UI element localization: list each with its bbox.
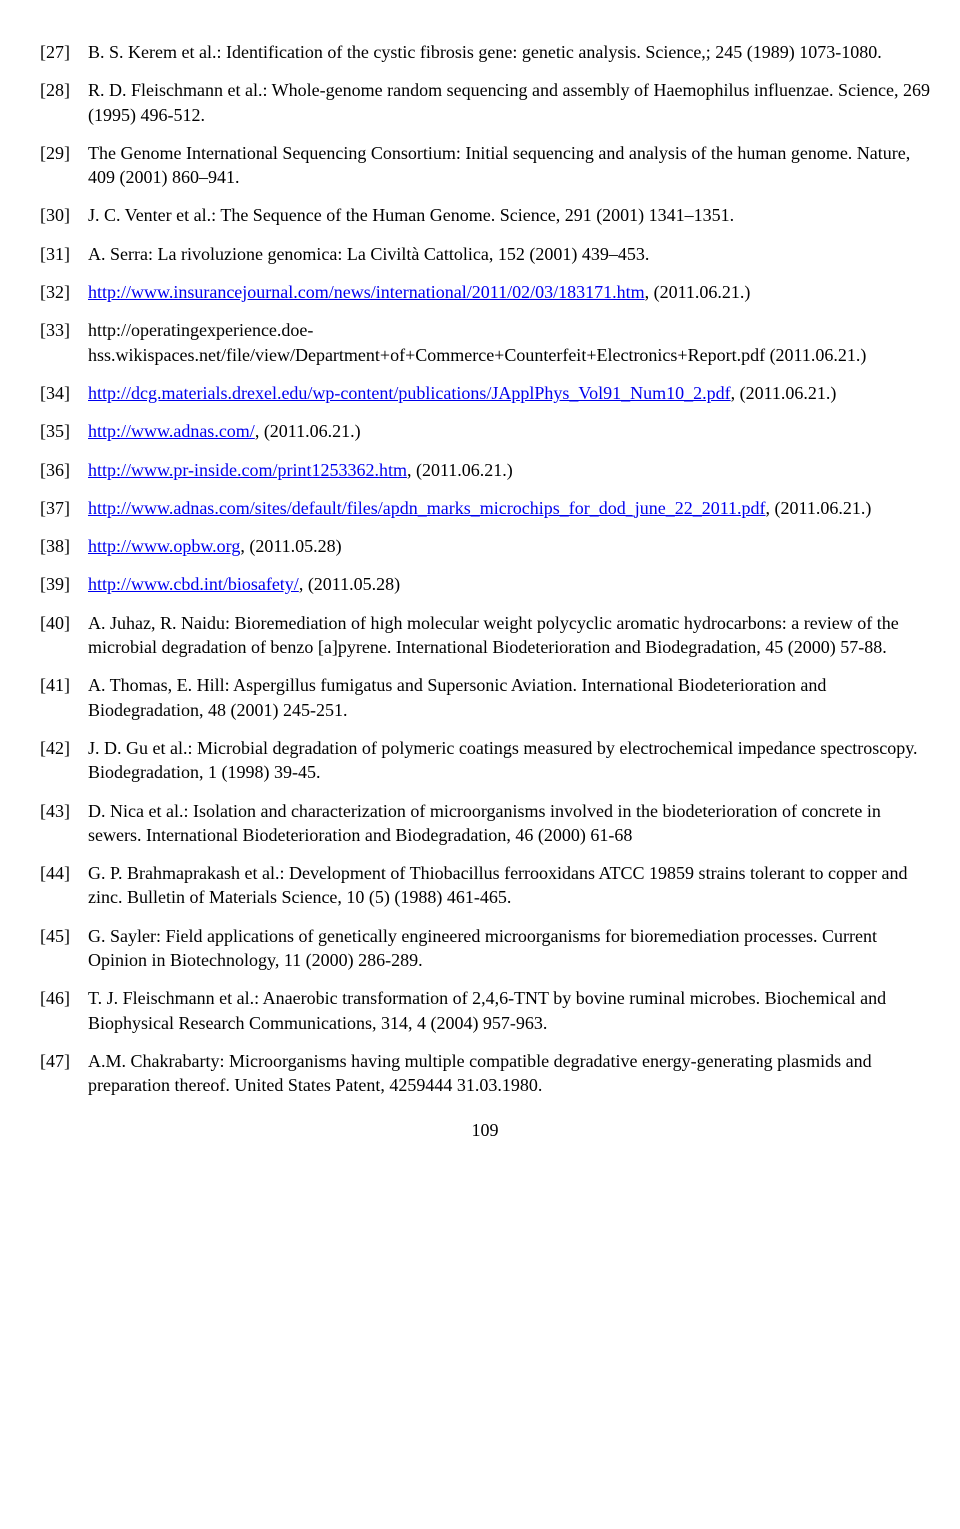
reference-body: R. D. Fleischmann et al.: Whole-genome r… [88,78,930,127]
reference-number: [28] [40,78,88,127]
reference-number: [42] [40,736,88,785]
references-list: [27]B. S. Kerem et al.: Identification o… [40,40,930,1098]
reference-body: http://www.pr-inside.com/print1253362.ht… [88,458,930,482]
reference-number: [30] [40,203,88,227]
reference-link[interactable]: http://dcg.materials.drexel.edu/wp-conte… [88,383,731,403]
reference-text: J. C. Venter et al.: The Sequence of the… [88,205,734,225]
reference-body: http://www.cbd.int/biosafety/, (2011.05.… [88,572,930,596]
reference-text: D. Nica et al.: Isolation and characteri… [88,801,881,845]
reference-text: G. Sayler: Field applications of genetic… [88,926,877,970]
reference-number: [32] [40,280,88,304]
reference-text: G. P. Brahmaprakash et al.: Development … [88,863,908,907]
reference-item: [27]B. S. Kerem et al.: Identification o… [40,40,930,64]
reference-item: [39]http://www.cbd.int/biosafety/, (2011… [40,572,930,596]
reference-number: [35] [40,419,88,443]
reference-body: http://www.insurancejournal.com/news/int… [88,280,930,304]
reference-number: [34] [40,381,88,405]
reference-body: B. S. Kerem et al.: Identification of th… [88,40,930,64]
reference-number: [40] [40,611,88,660]
reference-text: B. S. Kerem et al.: Identification of th… [88,42,882,62]
reference-item: [34]http://dcg.materials.drexel.edu/wp-c… [40,381,930,405]
reference-link[interactable]: http://www.cbd.int/biosafety/ [88,574,299,594]
reference-item: [46]T. J. Fleischmann et al.: Anaerobic … [40,986,930,1035]
reference-body: http://www.opbw.org, (2011.05.28) [88,534,930,558]
reference-item: [45]G. Sayler: Field applications of gen… [40,924,930,973]
reference-item: [41]A. Thomas, E. Hill: Aspergillus fumi… [40,673,930,722]
reference-number: [27] [40,40,88,64]
reference-text: R. D. Fleischmann et al.: Whole-genome r… [88,80,930,124]
reference-text: , (2011.06.21.) [645,282,751,302]
reference-text: The Genome International Sequencing Cons… [88,143,910,187]
reference-number: [29] [40,141,88,190]
reference-number: [36] [40,458,88,482]
reference-text: http://operatingexperience.doe-hss.wikis… [88,320,866,364]
reference-link[interactable]: http://www.insurancejournal.com/news/int… [88,282,645,302]
reference-item: [35]http://www.adnas.com/, (2011.06.21.) [40,419,930,443]
reference-body: T. J. Fleischmann et al.: Anaerobic tran… [88,986,930,1035]
reference-body: J. C. Venter et al.: The Sequence of the… [88,203,930,227]
reference-text: , (2011.06.21.) [731,383,837,403]
reference-number: [38] [40,534,88,558]
reference-number: [37] [40,496,88,520]
reference-item: [32]http://www.insurancejournal.com/news… [40,280,930,304]
reference-body: G. P. Brahmaprakash et al.: Development … [88,861,930,910]
reference-link[interactable]: http://www.adnas.com/ [88,421,255,441]
reference-body: http://www.adnas.com/, (2011.06.21.) [88,419,930,443]
reference-text: J. D. Gu et al.: Microbial degradation o… [88,738,918,782]
reference-text: , (2011.06.21.) [407,460,513,480]
reference-body: A. Juhaz, R. Naidu: Bioremediation of hi… [88,611,930,660]
reference-body: http://www.adnas.com/sites/default/files… [88,496,930,520]
reference-item: [38]http://www.opbw.org, (2011.05.28) [40,534,930,558]
reference-item: [28]R. D. Fleischmann et al.: Whole-geno… [40,78,930,127]
reference-item: [30]J. C. Venter et al.: The Sequence of… [40,203,930,227]
reference-item: [47]A.M. Chakrabarty: Microorganisms hav… [40,1049,930,1098]
reference-item: [40]A. Juhaz, R. Naidu: Bioremediation o… [40,611,930,660]
reference-text: A. Serra: La rivoluzione genomica: La Ci… [88,244,649,264]
reference-item: [36]http://www.pr-inside.com/print125336… [40,458,930,482]
reference-body: http://operatingexperience.doe-hss.wikis… [88,318,930,367]
reference-number: [44] [40,861,88,910]
reference-link[interactable]: http://www.adnas.com/sites/default/files… [88,498,766,518]
reference-body: A.M. Chakrabarty: Microorganisms having … [88,1049,930,1098]
reference-text: T. J. Fleischmann et al.: Anaerobic tran… [88,988,886,1032]
reference-number: [45] [40,924,88,973]
reference-link[interactable]: http://www.pr-inside.com/print1253362.ht… [88,460,407,480]
reference-text: , (2011.06.21.) [766,498,872,518]
reference-text: A.M. Chakrabarty: Microorganisms having … [88,1051,872,1095]
reference-body: G. Sayler: Field applications of genetic… [88,924,930,973]
reference-text: , (2011.06.21.) [255,421,361,441]
reference-number: [43] [40,799,88,848]
reference-item: [42]J. D. Gu et al.: Microbial degradati… [40,736,930,785]
reference-number: [47] [40,1049,88,1098]
reference-text: A. Juhaz, R. Naidu: Bioremediation of hi… [88,613,899,657]
reference-body: The Genome International Sequencing Cons… [88,141,930,190]
reference-number: [46] [40,986,88,1035]
reference-body: A. Thomas, E. Hill: Aspergillus fumigatu… [88,673,930,722]
reference-item: [44]G. P. Brahmaprakash et al.: Developm… [40,861,930,910]
reference-body: A. Serra: La rivoluzione genomica: La Ci… [88,242,930,266]
reference-item: [31]A. Serra: La rivoluzione genomica: L… [40,242,930,266]
reference-body: D. Nica et al.: Isolation and characteri… [88,799,930,848]
reference-number: [41] [40,673,88,722]
reference-text: , (2011.05.28) [299,574,400,594]
reference-text: A. Thomas, E. Hill: Aspergillus fumigatu… [88,675,826,719]
reference-item: [43]D. Nica et al.: Isolation and charac… [40,799,930,848]
reference-link[interactable]: http://www.opbw.org [88,536,240,556]
reference-body: J. D. Gu et al.: Microbial degradation o… [88,736,930,785]
reference-item: [37]http://www.adnas.com/sites/default/f… [40,496,930,520]
reference-number: [33] [40,318,88,367]
reference-item: [29]The Genome International Sequencing … [40,141,930,190]
page-number: 109 [40,1118,930,1142]
reference-number: [31] [40,242,88,266]
reference-item: [33]http://operatingexperience.doe-hss.w… [40,318,930,367]
reference-number: [39] [40,572,88,596]
reference-body: http://dcg.materials.drexel.edu/wp-conte… [88,381,930,405]
reference-text: , (2011.05.28) [240,536,341,556]
